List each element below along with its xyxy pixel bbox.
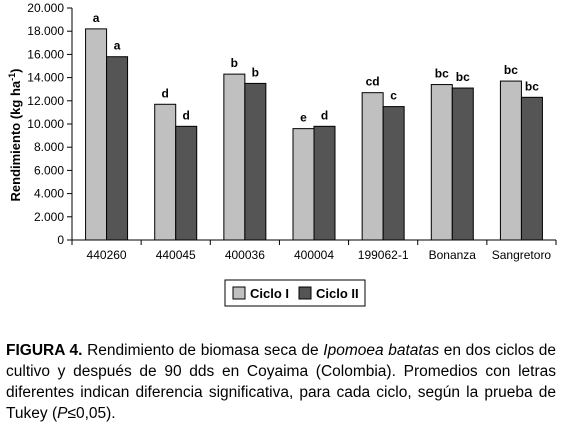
x-tick-label: Bonanza bbox=[429, 248, 477, 262]
bar-ciclo-2 bbox=[313, 125, 336, 241]
x-tick-label: Sangretoro bbox=[492, 248, 552, 262]
significance-label: a bbox=[93, 11, 100, 25]
significance-label: b bbox=[231, 56, 238, 70]
y-tick-label: 16.000 bbox=[27, 47, 64, 61]
caption-text-2: en dos ciclos de cultivo y después de 90… bbox=[6, 342, 556, 422]
caption-p-value: 0,05 bbox=[75, 405, 107, 422]
bar-ciclo-2 bbox=[451, 87, 474, 241]
y-tick-label: 0 bbox=[57, 233, 64, 247]
legend-label: Ciclo I bbox=[250, 286, 289, 301]
y-axis-label: Rendimiento (kg ha-1) bbox=[7, 69, 23, 202]
x-tick-label: 440260 bbox=[87, 248, 127, 262]
significance-label: d bbox=[321, 108, 328, 122]
legend-swatch bbox=[232, 286, 246, 300]
y-tick-label: 20.000 bbox=[27, 1, 64, 15]
bar-ciclo-1 bbox=[499, 80, 522, 241]
bar-ciclo-1 bbox=[223, 73, 246, 241]
legend-box bbox=[224, 279, 366, 307]
significance-label: bc bbox=[525, 79, 539, 93]
y-tick-label: 4.000 bbox=[34, 187, 64, 201]
bar-chart: 0 2.000 4.000 6.000 8.000 10.000 12.000 14.000 1… bbox=[7, 1, 557, 307]
bar-ciclo-2 bbox=[244, 82, 267, 241]
y-axis-label-main: Rendimiento (kg ha bbox=[8, 80, 23, 201]
x-tick-label: 400004 bbox=[294, 248, 334, 262]
bar-ciclo-1 bbox=[292, 128, 315, 241]
y-axis: 0 2.000 4.000 6.000 8.000 10.000 12.000 14.000 1… bbox=[27, 1, 73, 247]
x-tick-label: 199062-1 bbox=[358, 248, 409, 262]
y-axis-label-superscript: -1 bbox=[7, 73, 17, 81]
x-tick-label: 400036 bbox=[225, 248, 265, 262]
significance-label: cd bbox=[366, 75, 380, 89]
y-tick-label: 18.000 bbox=[27, 24, 64, 38]
bar-ciclo-1 bbox=[154, 103, 177, 241]
bar-ciclo-1 bbox=[361, 92, 384, 241]
bar-ciclo-2 bbox=[175, 125, 198, 241]
significance-label: e bbox=[300, 111, 307, 125]
y-tick-label: 2.000 bbox=[34, 210, 64, 224]
bar-ciclo-2 bbox=[106, 56, 129, 241]
caption-species: Ipomoea batatas bbox=[323, 342, 440, 359]
bars-group bbox=[85, 28, 543, 241]
y-tick-label: 6.000 bbox=[34, 163, 64, 177]
y-tick-label: 14.000 bbox=[27, 71, 64, 85]
caption-text-end: ). bbox=[106, 405, 116, 422]
caption-text-1: Rendimiento de biomasa seca de bbox=[82, 342, 324, 359]
y-tick-label: 8.000 bbox=[34, 140, 64, 154]
significance-label: c bbox=[390, 89, 397, 103]
bar-ciclo-1 bbox=[85, 28, 108, 241]
caption-p-symbol: P bbox=[57, 405, 68, 422]
significance-label: d bbox=[183, 108, 190, 122]
significance-label: bc bbox=[456, 70, 470, 84]
caption-p-relation: ≤ bbox=[67, 405, 76, 422]
y-tick-label: 12.000 bbox=[27, 94, 64, 108]
legend-label: Ciclo II bbox=[316, 286, 359, 301]
significance-label: a bbox=[114, 39, 121, 53]
legend: Ciclo I Ciclo II bbox=[224, 279, 366, 307]
bar-ciclo-2 bbox=[382, 106, 405, 241]
x-axis: 440260 440045 400036 400004 199062-1 Bonanza S… bbox=[71, 239, 557, 262]
x-tick-label: 440045 bbox=[156, 248, 196, 262]
legend-swatch bbox=[298, 286, 312, 300]
figure-label: FIGURA 4. bbox=[6, 342, 83, 359]
bar-ciclo-1 bbox=[430, 84, 453, 241]
figure-caption: FIGURA 4. Rendimiento de biomasa seca de… bbox=[6, 340, 556, 424]
significance-label: bc bbox=[435, 67, 449, 81]
y-axis-label-end: ) bbox=[8, 69, 23, 73]
significance-label: b bbox=[252, 65, 259, 79]
significance-label: d bbox=[162, 86, 169, 100]
y-tick-label: 10.000 bbox=[27, 117, 64, 131]
bar-ciclo-2 bbox=[520, 96, 543, 241]
significance-label: bc bbox=[504, 63, 518, 77]
